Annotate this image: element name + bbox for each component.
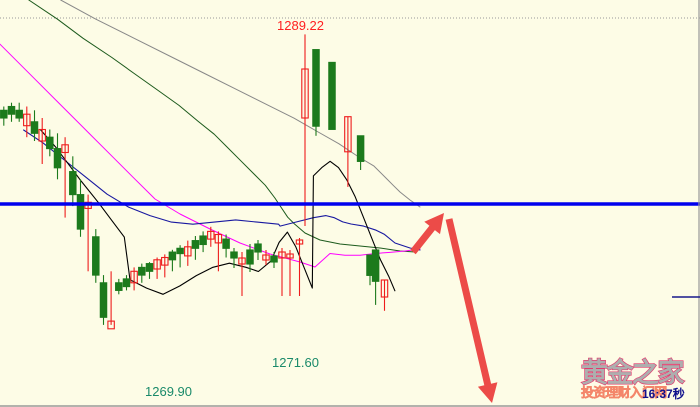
svg-text:黄金之家: 黄金之家	[581, 357, 684, 388]
svg-text:16:37秒: 16:37秒	[642, 386, 685, 401]
